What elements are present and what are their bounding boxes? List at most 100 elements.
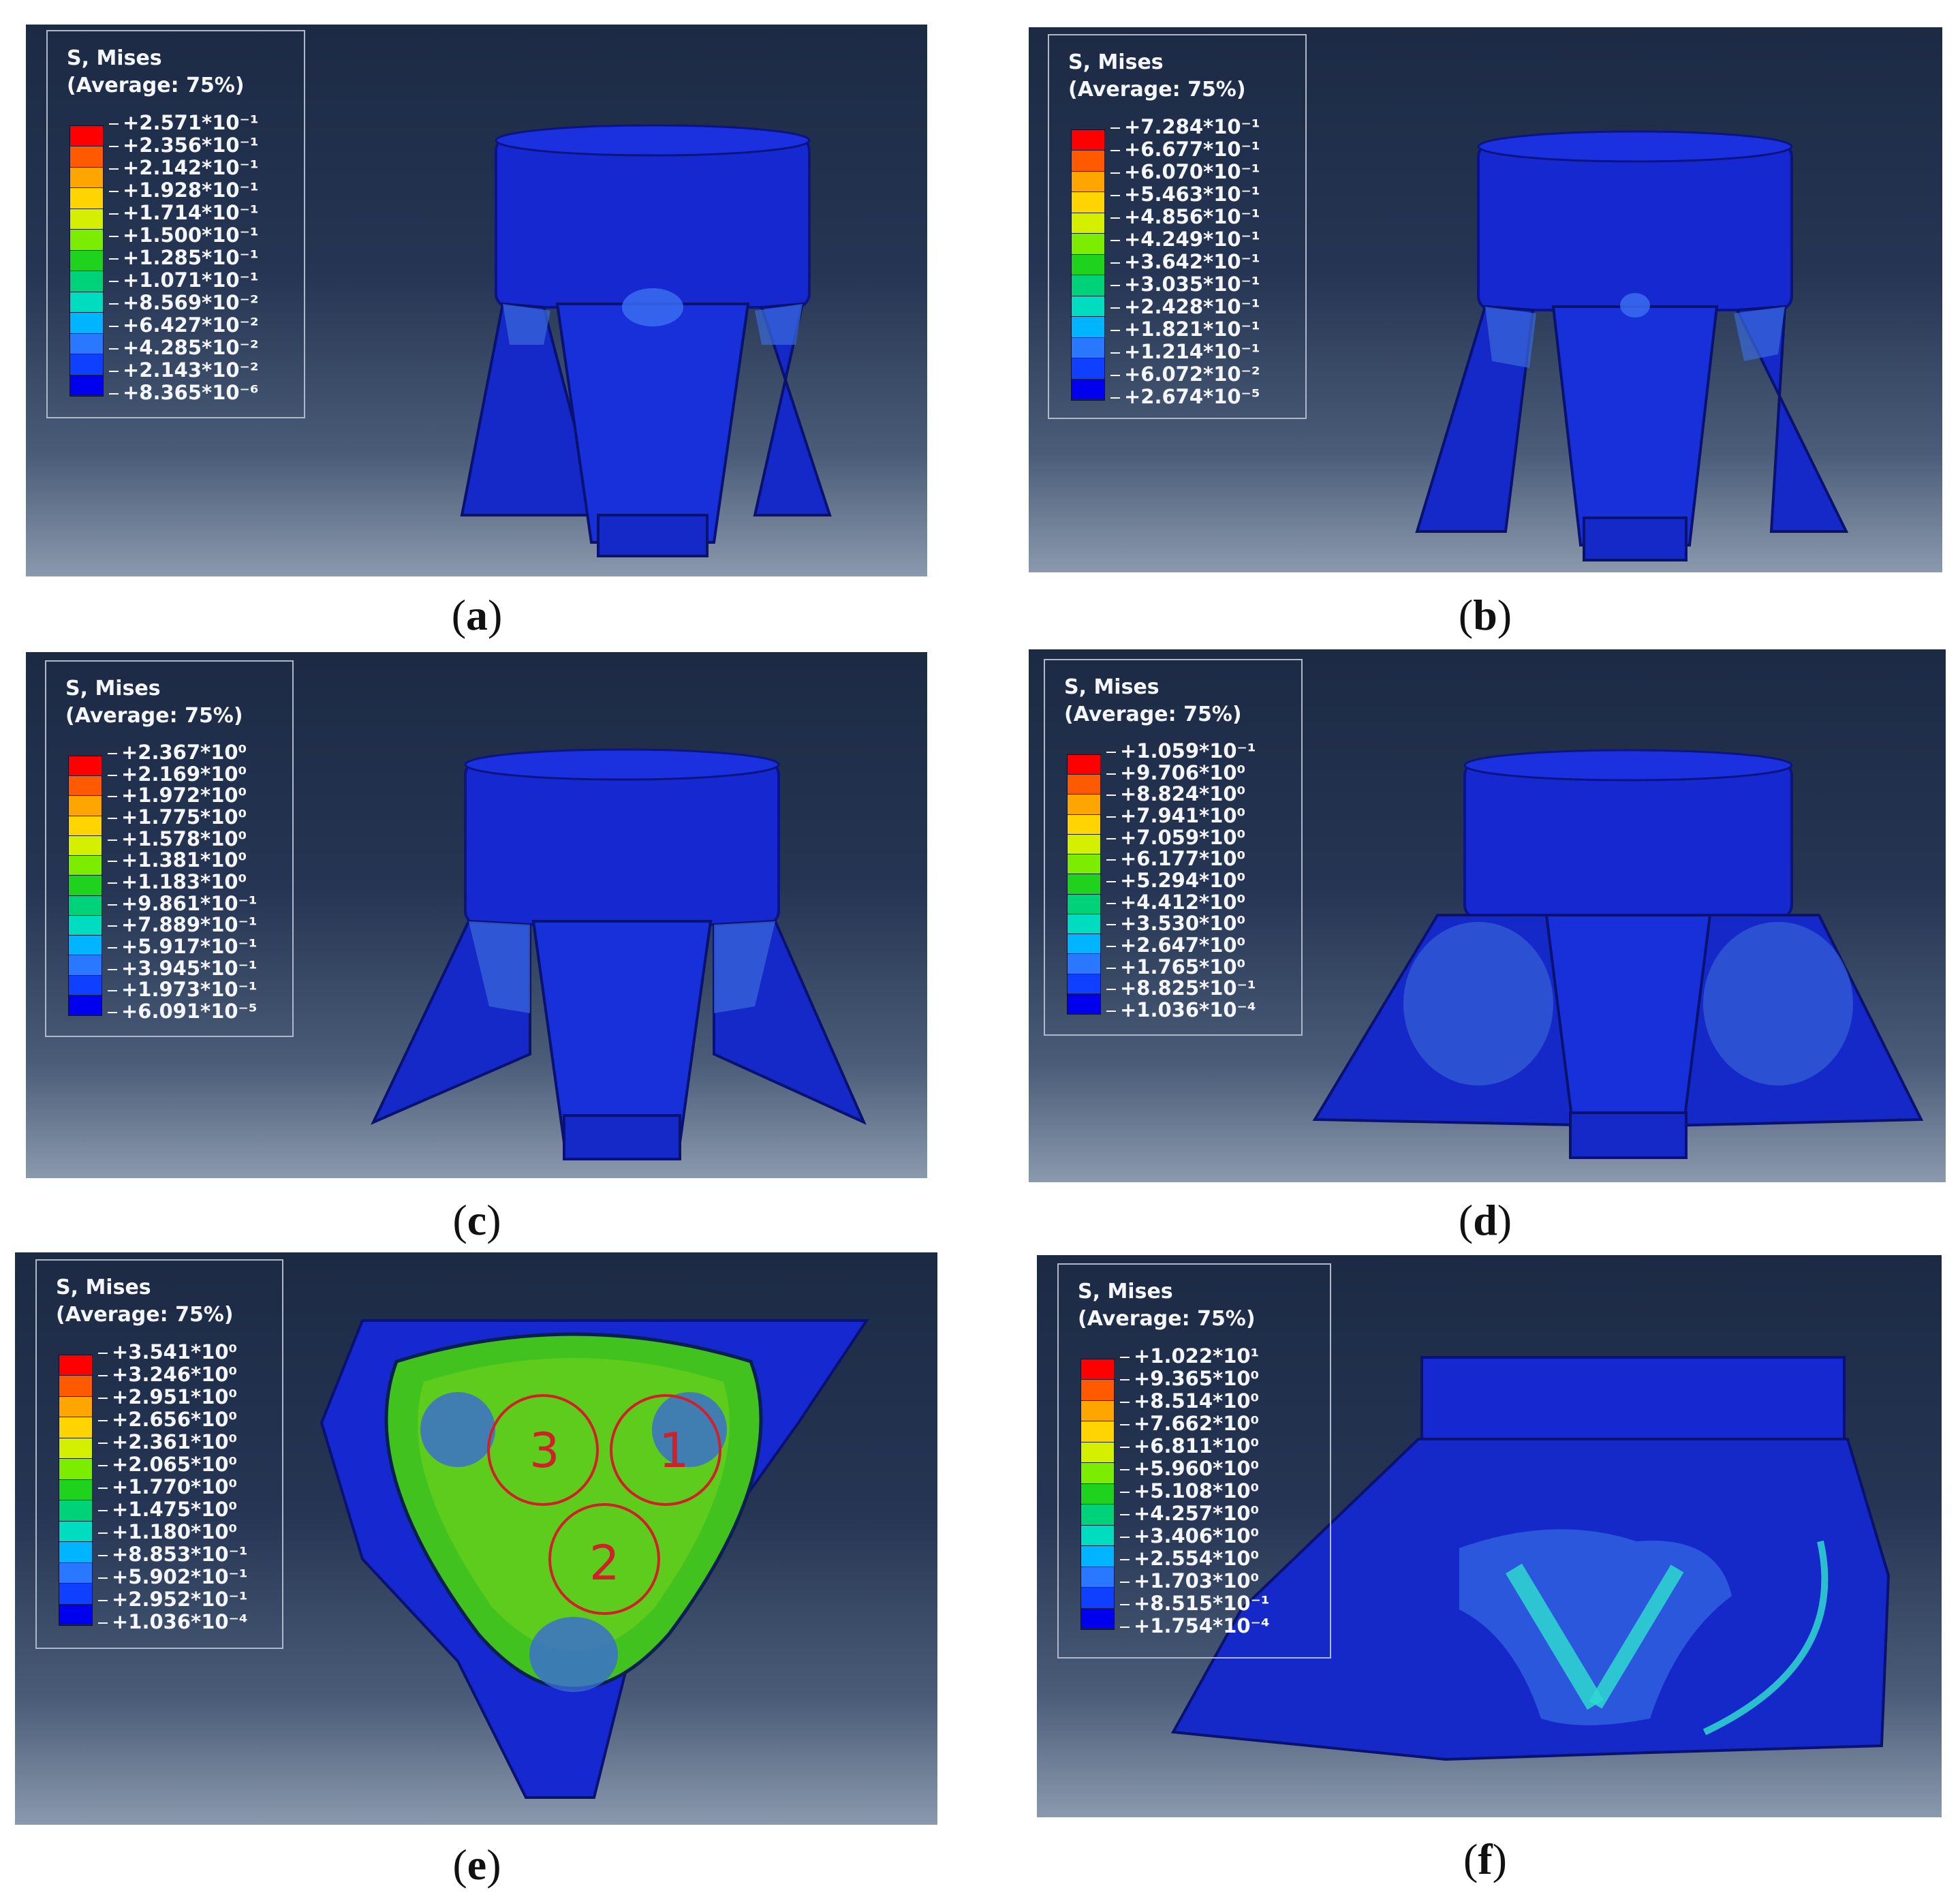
color-swatch [1068,755,1100,775]
legend-value: +6.177*10⁰ [1106,848,1256,870]
color-swatch [1072,130,1104,151]
color-scale-bar [59,1355,93,1626]
legend-value: +3.406*10⁰ [1120,1525,1270,1547]
color-swatch [1068,894,1100,914]
legend-value: +1.059*10⁻¹ [1106,740,1256,762]
legend-f: S, Mises (Average: 75%) +1.022*10¹ +9.365… [1057,1263,1331,1659]
legend-value: +5.463*10⁻¹ [1110,183,1260,206]
color-swatch [69,975,102,996]
color-swatch [70,146,103,168]
panel-f: S, Mises (Average: 75%) +1.022*10¹ +9.365… [1037,1255,1942,1817]
panel-d: S, Mises (Average: 75%) +1.059*10⁻¹ +9.70… [1029,649,1946,1182]
legend-value: +4.257*10⁰ [1120,1502,1270,1525]
legend-title: S, Mises [1068,50,1164,74]
legend-subtitle: (Average: 75%) [1068,78,1246,102]
legend-subtitle: (Average: 75%) [67,74,245,97]
legend-value: +6.427*10⁻² [109,314,259,337]
color-swatch [1072,337,1104,359]
color-swatch [69,915,102,936]
legend-value: +6.091*10⁻⁵ [108,1000,258,1023]
color-swatch [1081,1463,1114,1484]
legend-value: +2.554*10⁰ [1120,1547,1270,1570]
color-swatch [1072,275,1104,296]
legend-value: +1.770*10⁰ [98,1476,248,1498]
color-swatch [59,1355,92,1376]
color-swatch [1081,1421,1114,1443]
legend-value: +3.246*10⁰ [98,1363,248,1386]
legend-value: +4.412*10⁰ [1106,891,1256,914]
color-swatch [69,776,102,797]
color-swatch [59,1521,92,1543]
caption-c: (c) [452,1196,501,1244]
color-swatch [1081,1483,1114,1505]
panel-a: S, Mises (Average: 75%) +2.571*10⁻¹ +2.35… [26,25,927,576]
legend-value: +1.973*10⁻¹ [108,979,258,1001]
color-swatch [1081,1400,1114,1422]
circle-label-2: 2 [589,1535,620,1591]
legend-value: +1.775*10⁰ [108,806,258,829]
color-swatch [1072,358,1104,380]
legend-values: +1.059*10⁻¹ +9.706*10⁰ +8.824*10⁰ +7.941*10… [1106,740,1256,1021]
legend-value: +1.214*10⁻¹ [1110,341,1260,363]
legend-value: +8.853*10⁻¹ [98,1543,248,1566]
legend-value: +1.578*10⁰ [108,828,258,850]
color-swatch [59,1562,92,1584]
legend-value: +8.514*10⁰ [1120,1390,1270,1413]
color-swatch [1081,1359,1114,1381]
legend-value: +1.500*10⁻¹ [109,224,259,247]
color-swatch [59,1459,92,1480]
legend-value: +2.428*10⁻¹ [1110,296,1260,318]
color-swatch [1081,1525,1114,1547]
legend-value: +7.941*10⁰ [1106,805,1256,827]
color-swatch [59,1584,92,1605]
caption-d: (d) [1458,1196,1512,1244]
stent-model-a [460,124,832,557]
legend-d: S, Mises (Average: 75%) +1.059*10⁻¹ +9.70… [1044,659,1303,1036]
legend-value: +2.571*10⁻¹ [109,112,259,134]
color-swatch [59,1542,92,1563]
color-swatch [70,167,103,189]
legend-subtitle: (Average: 75%) [1078,1307,1256,1331]
legend-value: +5.960*10⁰ [1120,1458,1270,1480]
caption-b: (b) [1458,591,1512,639]
stent-model-d [1312,749,1924,1159]
color-swatch [59,1376,92,1397]
color-swatch [69,995,102,1016]
legend-values: +1.022*10¹ +9.365*10⁰ +8.514*10⁰ +7.662*10⁰… [1120,1345,1270,1637]
legend-value: +1.071*10⁻¹ [109,269,259,292]
color-scale-bar [69,125,104,397]
color-swatch [69,955,102,976]
legend-value: +2.952*10⁻¹ [98,1588,248,1611]
legend-value: +3.945*10⁻¹ [108,957,258,980]
legend-value: +9.706*10⁰ [1106,762,1256,784]
legend-value: +3.642*10⁻¹ [1110,251,1260,273]
color-swatch [69,835,102,857]
legend-value: +1.821*10⁻¹ [1110,318,1260,341]
stent-model-c [370,748,867,1160]
legend-value: +6.072*10⁻² [1110,363,1260,386]
legend-value: +4.249*10⁻¹ [1110,228,1260,251]
legend-value: +5.294*10⁰ [1106,869,1256,892]
caption-a: (a) [451,591,503,639]
color-swatch [69,816,102,836]
legend-value: +5.108*10⁰ [1120,1480,1270,1502]
caption-f: (f) [1463,1835,1507,1883]
legend-value: +3.530*10⁰ [1106,913,1256,935]
color-swatch [70,126,103,147]
valve-model-f [1170,1356,1891,1761]
color-swatch [1068,854,1100,875]
color-swatch [59,1396,92,1418]
legend-value: +2.656*10⁰ [98,1408,248,1431]
legend-values: +3.541*10⁰ +3.246*10⁰ +2.951*10⁰ +2.656*10⁰… [98,1341,248,1633]
legend-title: S, Mises [1064,675,1160,699]
color-swatch [1072,254,1104,276]
legend-value: +5.917*10⁻¹ [108,936,258,958]
color-swatch [1081,1608,1114,1630]
legend-subtitle: (Average: 75%) [56,1303,234,1327]
color-swatch [1072,171,1104,193]
legend-b: S, Mises (Average: 75%) +7.284*10⁻¹ +6.67… [1048,34,1307,419]
color-swatch [1081,1567,1114,1588]
color-scale-bar [1067,754,1101,1015]
legend-value: +7.284*10⁻¹ [1110,116,1260,138]
legend-value: +3.035*10⁻¹ [1110,273,1260,296]
